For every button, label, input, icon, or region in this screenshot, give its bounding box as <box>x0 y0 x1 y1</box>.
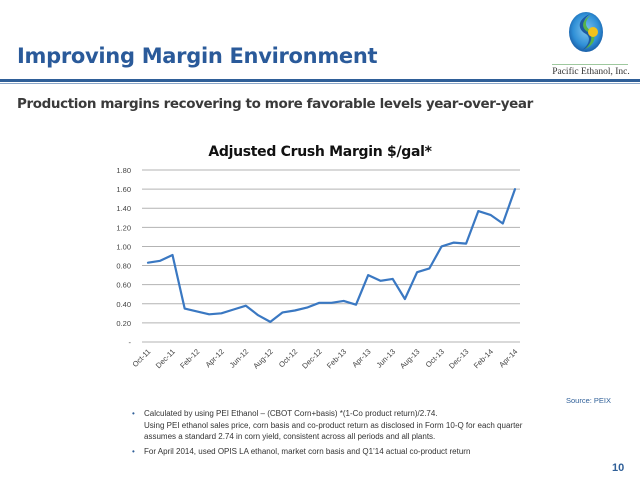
series-line <box>146 188 517 323</box>
y-tick-label: 1.80 <box>116 166 131 175</box>
x-tick-label: Dec-11 <box>154 347 177 370</box>
x-tick-label: Oct-12 <box>277 347 299 369</box>
y-axis-ticks: - 0.20 0.40 0.60 0.80 1.00 1.20 1.40 1.60 1.80 <box>116 166 131 347</box>
x-tick-label: Apr-13 <box>350 347 372 369</box>
x-tick-label: Jun-13 <box>374 347 397 370</box>
y-tick-label: 0.80 <box>116 262 131 271</box>
x-tick-label: Oct-11 <box>131 347 153 369</box>
x-tick-label: Oct-13 <box>424 347 446 369</box>
y-tick-label: 1.60 <box>116 185 131 194</box>
title-divider-thin <box>0 83 640 84</box>
x-tick-label: Apr-14 <box>497 347 519 369</box>
slide-title: Improving Margin Environment <box>17 44 378 68</box>
company-name: Pacific Ethanol, Inc. <box>552 67 630 77</box>
x-tick-label: Dec-12 <box>300 347 323 370</box>
footnote-text: For April 2014, used OPIS LA ethanol, ma… <box>144 446 471 456</box>
gridlines <box>142 169 520 343</box>
footnote-text: Calculated by using PEI Ethanol – (CBOT … <box>144 409 438 418</box>
footnote-continuation: Using PEI ethanol sales price, corn basi… <box>144 420 523 442</box>
source-note: Source: PEIX <box>566 396 612 405</box>
y-tick-label: 0.20 <box>116 319 131 328</box>
page-number: 10 <box>612 462 625 474</box>
footnotes: • Calculated by using PEI Ethanol – (CBO… <box>130 408 550 460</box>
bullet-icon: • <box>132 446 135 456</box>
y-tick-label: 0.60 <box>116 281 131 290</box>
chart-title: Adjusted Crush Margin $/gal* <box>208 144 432 160</box>
x-tick-label: Feb-13 <box>325 347 348 370</box>
footnote-item: • For April 2014, used OPIS LA ethanol, … <box>130 446 550 458</box>
footnote-item: • Calculated by using PEI Ethanol – (CBO… <box>130 408 550 443</box>
title-divider <box>0 79 640 82</box>
y-tick-label: - <box>129 338 132 347</box>
x-tick-label: Dec-13 <box>447 347 470 370</box>
y-tick-label: 1.00 <box>116 242 131 251</box>
bullet-icon: • <box>132 409 135 418</box>
logo-divider <box>552 64 628 65</box>
slide-subtitle: Production margins recovering to more fa… <box>17 96 533 112</box>
x-tick-label: Apr-12 <box>204 347 226 369</box>
x-tick-label: Feb-12 <box>178 347 201 370</box>
y-tick-label: 1.40 <box>116 204 131 213</box>
x-tick-label: Jun-12 <box>228 347 251 370</box>
x-tick-label: Feb-14 <box>472 347 495 370</box>
x-tick-label: Aug-12 <box>251 347 274 370</box>
y-tick-label: 0.40 <box>116 300 131 309</box>
pacific-ethanol-logo-icon <box>569 12 603 52</box>
x-tick-label: Aug-13 <box>398 347 421 370</box>
x-axis-ticks: Oct-11 Dec-11 Feb-12 Apr-12 Jun-12 Aug-12 Oct-… <box>131 347 520 370</box>
series-group <box>146 188 517 323</box>
y-tick-label: 1.20 <box>116 223 131 232</box>
